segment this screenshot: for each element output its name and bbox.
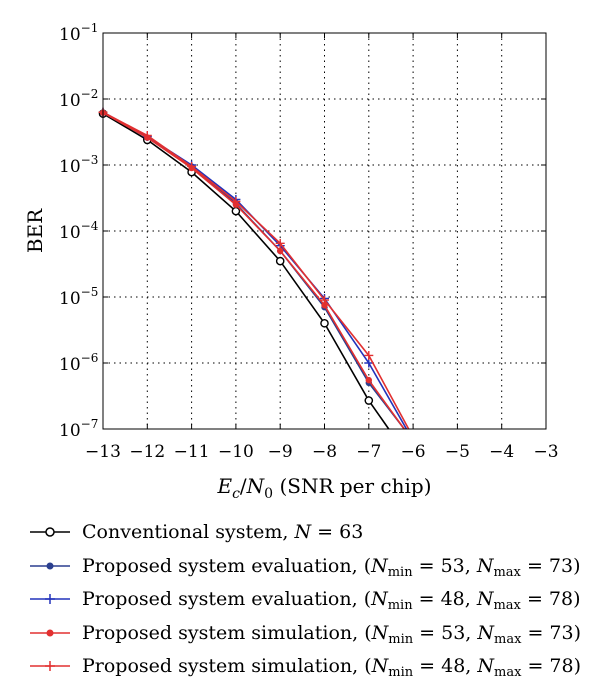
legend-item: Conventional system, N = 63 (28, 516, 588, 550)
x-tick-label: −5 (445, 442, 470, 462)
legend-label: Proposed system evaluation, (Nmin = 48, … (82, 588, 581, 613)
data-point (142, 130, 152, 140)
legend-item: Proposed system evaluation, (Nmin = 48, … (28, 583, 588, 617)
series-line (102, 112, 405, 430)
x-axis-label-rest: (SNR per chip) (273, 474, 431, 498)
x-tick-label: −11 (174, 442, 210, 462)
y-tick-label: 10−7 (59, 417, 98, 441)
x-tick-label: −8 (312, 442, 337, 462)
y-tick-label: 10−3 (59, 153, 98, 177)
y-tick-label: 10−5 (59, 285, 98, 309)
series-3 (99, 109, 405, 430)
x-tick-label: −12 (129, 442, 165, 462)
y-axis-label: BER (23, 208, 47, 253)
x-tick-label: −10 (218, 442, 254, 462)
ticks (102, 32, 547, 430)
x-axis-label: Ec/N0 (SNR per chip) (216, 474, 431, 502)
legend-label: Conventional system, N = 63 (82, 521, 364, 543)
series-2 (98, 107, 408, 430)
y-tick-labels: 10−7 10−6 10−5 10−4 10−3 10−2 10−1 (59, 21, 99, 441)
legend-item: Proposed system evaluation, (Nmin = 53, … (28, 550, 588, 584)
legend: Conventional system, N = 63 Proposed sys… (28, 516, 588, 684)
x-tick-labels: −13 −12 −11 −10 −9 −8 −7 −6 −5 −4 −3 (85, 442, 558, 462)
x-axis-label-sub2: 0 (264, 486, 273, 502)
x-tick-label: −6 (401, 442, 426, 462)
data-point (231, 206, 241, 216)
data-point (231, 196, 241, 206)
y-tick-label: 10−6 (59, 351, 98, 375)
series-line (102, 112, 390, 430)
series-layer (98, 107, 410, 430)
data-point (320, 318, 329, 328)
legend-item: Proposed system simulation, (Nmin = 48, … (28, 650, 588, 684)
x-axis-label-sub1: c (232, 486, 240, 502)
series-line (102, 111, 410, 430)
y-tick-label: 10−4 (59, 219, 99, 243)
x-tick-label: −7 (356, 442, 381, 462)
ber-chart: 10−710−610−510−410−310−210−1 −13 −12 −11 −1… (23, 21, 559, 502)
x-tick-label: −13 (85, 442, 121, 462)
data-point (275, 256, 285, 266)
data-point (321, 302, 328, 309)
x-axis-label-var2: N (246, 474, 266, 498)
legend-swatch-sim-53-73 (30, 629, 70, 636)
data-point (364, 350, 374, 360)
series-4 (98, 107, 410, 430)
series-1 (99, 109, 405, 430)
data-point (320, 295, 329, 305)
x-axis-label-var1: E (216, 474, 232, 498)
series-0 (98, 109, 390, 430)
legend-label: Proposed system simulation, (Nmin = 48, … (82, 655, 582, 680)
legend-swatch-sim-48-78 (30, 661, 70, 671)
series-line (102, 112, 405, 430)
legend-swatch-eval-48-78 (30, 594, 70, 604)
x-tick-label: −9 (268, 442, 293, 462)
data-point (187, 161, 197, 171)
x-tick-label: −3 (533, 442, 558, 462)
y-tick-label: 10−2 (59, 87, 98, 111)
data-point (277, 247, 284, 255)
data-point (365, 376, 372, 384)
data-point (364, 358, 374, 368)
legend-label: Proposed system evaluation, (Nmin = 53, … (82, 554, 581, 580)
legend-item: Proposed system simulation, (Nmin = 53, … (28, 617, 588, 651)
legend-swatch-conventional (30, 527, 70, 537)
series-line (102, 111, 408, 430)
grid (103, 33, 546, 429)
y-tick-label: 10−1 (59, 21, 98, 45)
data-point (364, 396, 374, 405)
data-point (275, 238, 285, 248)
legend-swatch-eval-53-73 (30, 562, 70, 569)
x-axis-label-slash: / (240, 474, 247, 498)
x-tick-label: −4 (489, 442, 514, 462)
legend-label: Proposed system simulation, (Nmin = 53, … (82, 621, 582, 647)
